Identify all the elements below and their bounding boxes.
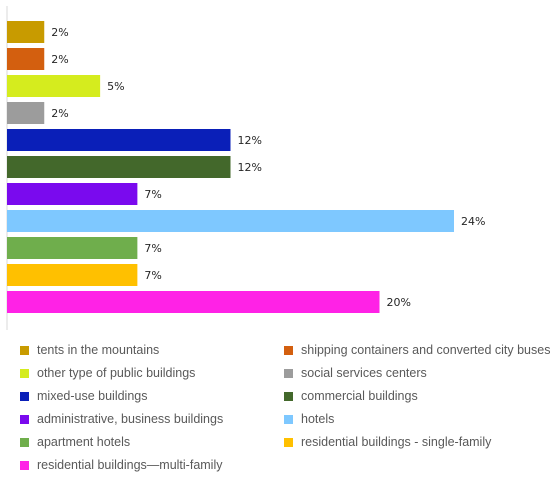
legend-label-8: apartment hotels: [37, 435, 131, 449]
bar-value-label-5: 12%: [238, 161, 262, 174]
bar-6: [7, 183, 138, 205]
legend-label-9: residential buildings - single-family: [301, 435, 492, 449]
bar-value-label-6: 7%: [144, 188, 161, 201]
bar-0: [7, 21, 45, 43]
legend-label-4: mixed-use buildings: [37, 389, 148, 403]
bar-8: [7, 237, 138, 259]
legend-swatch-3: [284, 368, 293, 378]
legend-swatch-8: [20, 437, 29, 447]
legend-label-7: hotels: [301, 412, 335, 426]
legend-item-5: commercial buildings: [284, 388, 418, 404]
bar-chart: 2% 2% 5% 2% 12% 12% 7% 24% 7% 7% 20%: [6, 6, 485, 330]
legend-label-0: tents in the mountains: [37, 343, 160, 357]
legend-swatch-4: [20, 391, 29, 401]
legend-item-10: residential buildings—multi-family: [20, 457, 223, 473]
legend-swatch-5: [284, 391, 293, 401]
bar-2: [7, 75, 101, 97]
legend-swatch-0: [20, 345, 29, 355]
legend-item-7: hotels: [284, 411, 334, 427]
legend-label-2: other type of public buildings: [37, 366, 196, 380]
legend-label-3: social services centers: [301, 366, 427, 380]
legend-item-9: residential buildings - single-family: [284, 434, 491, 450]
legend-item-2: other type of public buildings: [20, 365, 195, 381]
bar-4: [7, 129, 231, 151]
legend-item-3: social services centers: [284, 365, 427, 381]
bar-value-label-0: 2%: [51, 26, 68, 39]
bar-value-label-10: 20%: [387, 296, 411, 309]
bar-3: [7, 102, 45, 124]
bar-5: [7, 156, 231, 178]
bar-value-label-7: 24%: [461, 215, 485, 228]
legend-swatch-9: [284, 437, 293, 447]
legend-label-6: administrative, business buildings: [37, 412, 224, 426]
legend-item-4: mixed-use buildings: [20, 388, 147, 404]
legend-label-5: commercial buildings: [301, 389, 418, 403]
legend-swatch-1: [284, 345, 293, 355]
bar-value-label-4: 12%: [238, 134, 262, 147]
legend-swatch-6: [20, 414, 29, 424]
legend-item-8: apartment hotels: [20, 434, 130, 450]
legend-item-6: administrative, business buildings: [20, 411, 223, 427]
legend-label-1: shipping containers and converted city b…: [301, 343, 550, 357]
legend-item-1: shipping containers and converted city b…: [284, 342, 550, 358]
bar-9: [7, 264, 138, 286]
bar-7: [7, 210, 454, 232]
bar-1: [7, 48, 45, 70]
legend-swatch-2: [20, 368, 29, 378]
bar-10: [7, 291, 380, 313]
bar-value-label-3: 2%: [51, 107, 68, 120]
bar-value-label-9: 7%: [144, 269, 161, 282]
legend-swatch-7: [284, 414, 293, 424]
legend-item-0: tents in the mountains: [20, 342, 159, 358]
bar-value-label-8: 7%: [144, 242, 161, 255]
legend-label-10: residential buildings—multi-family: [37, 458, 223, 472]
legend-swatch-10: [20, 460, 29, 470]
bar-value-label-1: 2%: [51, 53, 68, 66]
legend: tents in the mountains shipping container…: [20, 342, 550, 478]
bar-value-label-2: 5%: [107, 80, 124, 93]
